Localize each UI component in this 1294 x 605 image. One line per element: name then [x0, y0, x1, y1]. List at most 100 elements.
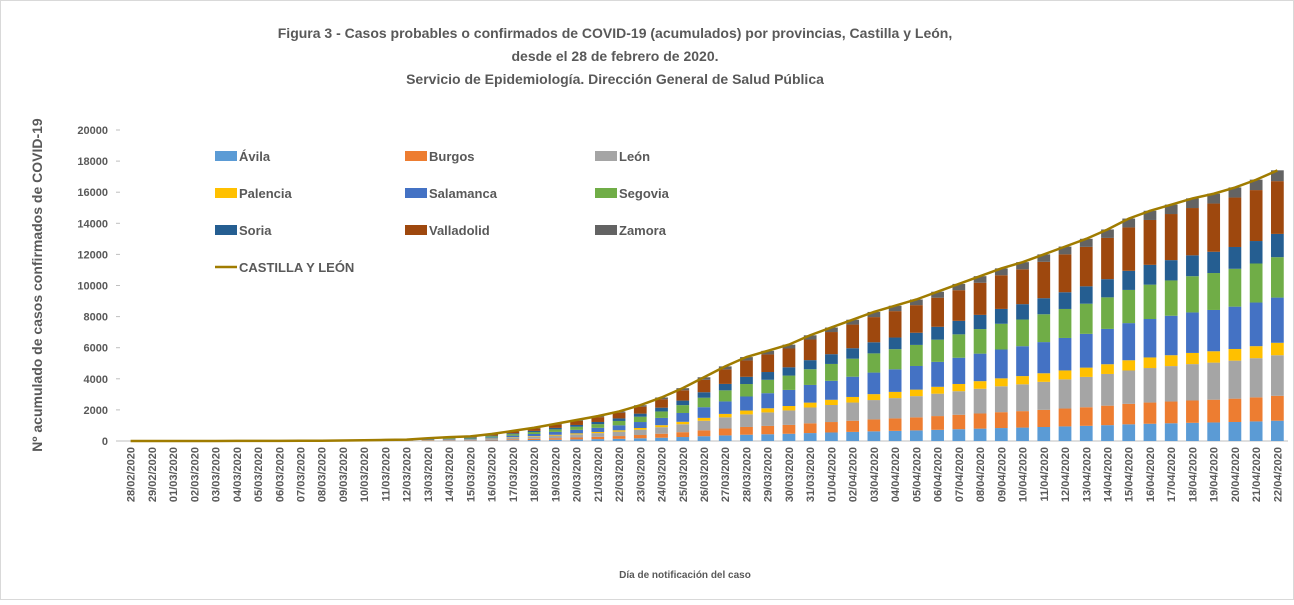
bar-segment [1186, 364, 1199, 400]
bar-segment [549, 428, 562, 429]
bar-segment [1250, 397, 1263, 421]
bar-segment [868, 317, 881, 342]
x-tick-label: 30/03/2020 [784, 447, 796, 502]
bar-segment [1144, 403, 1157, 424]
bar-segment [825, 381, 838, 400]
bar-segment [1165, 355, 1178, 366]
bar-segment [783, 410, 796, 424]
bar-segment [931, 387, 944, 394]
bar-segment [528, 439, 541, 440]
bar-segment [952, 391, 965, 415]
bar-segment [974, 329, 987, 354]
bar-segment [1059, 370, 1072, 379]
bar-segment [1186, 400, 1199, 422]
bar-segment [1271, 298, 1284, 343]
bar-segment [825, 405, 838, 422]
y-tick-label: 16000 [77, 187, 108, 199]
bar-segment [952, 415, 965, 429]
x-tick-label: 07/03/2020 [296, 447, 308, 502]
bar-segment [995, 275, 1008, 309]
bar-segment [910, 333, 923, 345]
bar-segment [1037, 373, 1050, 382]
x-tick-label: 16/04/2020 [1145, 447, 1157, 502]
bar-segment [698, 380, 711, 392]
x-tick-label: 12/04/2020 [1060, 447, 1072, 502]
x-tick-label: 26/03/2020 [699, 447, 711, 502]
bar-segment [655, 399, 668, 407]
bar-segment [1016, 411, 1029, 427]
legend-label: Soria [239, 223, 272, 238]
bar-segment [1144, 285, 1157, 319]
bar-segment [846, 397, 859, 403]
bar-segment [1207, 204, 1220, 252]
bar-segment [910, 417, 923, 430]
bar-segment [1186, 353, 1199, 364]
bar-segment [634, 422, 647, 428]
bar-segment [1207, 273, 1220, 310]
bar-segment [528, 436, 541, 437]
bar-segment [1165, 366, 1178, 401]
bar-segment [1080, 286, 1093, 303]
bar-segment [931, 416, 944, 430]
bar-segment [846, 403, 859, 421]
bar-segment [570, 425, 583, 427]
bar-segment [613, 439, 626, 441]
legend-swatch [215, 225, 237, 235]
bar-segment [719, 401, 732, 413]
bar-segment [1207, 252, 1220, 273]
bar-segment [1080, 247, 1093, 286]
bar-segment [719, 417, 732, 428]
bar-segment [761, 393, 774, 408]
bar-segment [655, 434, 668, 438]
bar-segment [1144, 357, 1157, 368]
bar-segment [1037, 314, 1050, 342]
bar-segment [655, 438, 668, 441]
x-tick-label: 13/04/2020 [1081, 447, 1093, 502]
bar-segment [528, 431, 541, 432]
x-tick-label: 11/03/2020 [380, 447, 392, 501]
bar-segment [1037, 262, 1050, 298]
bar-segment [591, 433, 604, 437]
bar-segment [995, 309, 1008, 324]
bar-segment [889, 418, 902, 430]
bar-segment [1250, 358, 1263, 397]
x-tick-label: 09/03/2020 [338, 447, 350, 502]
legend-label: León [619, 149, 650, 164]
bar-segment [825, 422, 838, 432]
bar-segment [952, 358, 965, 384]
bar-segment [1207, 400, 1220, 423]
bar-segment [804, 433, 817, 441]
legend-label: Valladolid [429, 223, 490, 238]
bar-segment [761, 354, 774, 372]
bar-segment [952, 384, 965, 391]
bar-segment [1122, 227, 1135, 270]
y-tick-label: 4000 [84, 374, 108, 386]
bar-segment [974, 315, 987, 329]
x-tick-label: 20/04/2020 [1230, 447, 1242, 502]
chart-title: desde el 28 de febrero de 2020. [512, 48, 719, 64]
x-tick-label: 21/04/2020 [1251, 447, 1263, 502]
x-tick-label: 25/03/2020 [678, 447, 690, 502]
x-tick-label: 02/04/2020 [848, 447, 860, 502]
y-tick-label: 0 [102, 436, 108, 448]
bar-segment [549, 435, 562, 436]
bar-segment [1037, 298, 1050, 314]
x-tick-label: 19/04/2020 [1209, 447, 1221, 502]
bar-segment [761, 372, 774, 380]
x-tick-label: 23/03/2020 [635, 447, 647, 502]
bar-segment [1186, 423, 1199, 441]
bar-segment [1122, 360, 1135, 370]
bar-segment [1165, 423, 1178, 441]
bar-segment [1016, 304, 1029, 319]
x-tick-label: 29/02/2020 [147, 447, 159, 502]
bar-segment [804, 403, 817, 408]
legend-label: Palencia [239, 186, 293, 201]
bar-segment [740, 435, 753, 441]
bar-segment [1250, 346, 1263, 358]
legend-swatch [215, 151, 237, 161]
bar-segment [952, 429, 965, 441]
bar-segment [549, 440, 562, 441]
bar-segment [889, 369, 902, 392]
bar-segment [698, 421, 711, 431]
